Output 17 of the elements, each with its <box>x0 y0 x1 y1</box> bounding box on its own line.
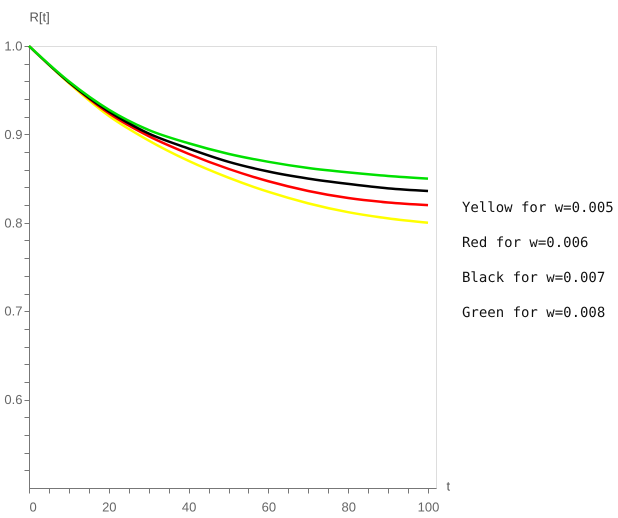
text: Green for w=0.008 <box>462 305 606 321</box>
x-tick-label: 40 <box>182 500 196 514</box>
x-tick-label: 60 <box>262 500 276 514</box>
x-tick-label: 100 <box>418 500 440 514</box>
y-tick-label: 0.6 <box>4 392 22 408</box>
y-tick-label: 0.7 <box>4 304 22 319</box>
y-tick-label: 0.8 <box>4 215 22 230</box>
text: Red for w=0.006 <box>462 235 588 251</box>
x-axis-title: t <box>446 478 450 494</box>
x-tick-label: 20 <box>102 500 117 514</box>
text: Yellow for w=0.005 <box>462 200 614 216</box>
y-tick-label: 0.9 <box>4 126 22 142</box>
y-axis-title: R[t] <box>30 10 50 24</box>
text: Black for w=0.007 <box>462 270 606 286</box>
x-tick-label: 0 <box>30 500 37 514</box>
x-tick-label: 80 <box>341 500 356 514</box>
y-tick-label: 1.0 <box>4 38 22 54</box>
